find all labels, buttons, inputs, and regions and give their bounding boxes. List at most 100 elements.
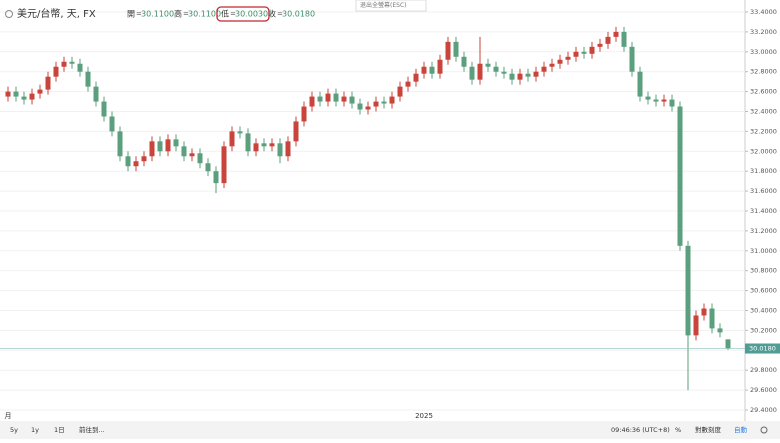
candle-body bbox=[157, 141, 163, 152]
ohlc-label: 開 bbox=[127, 10, 135, 19]
candle-body bbox=[69, 61, 75, 64]
candle-body bbox=[181, 146, 187, 157]
symbol: 美元/台幣, 天, FX bbox=[17, 7, 96, 20]
candle-body bbox=[597, 43, 603, 47]
candle-body bbox=[429, 66, 435, 74]
grid bbox=[0, 11, 745, 411]
candle-body bbox=[413, 73, 419, 82]
candle-body bbox=[229, 131, 235, 147]
candle-body bbox=[197, 153, 203, 164]
candle-body bbox=[701, 308, 707, 316]
candle-body bbox=[325, 93, 331, 102]
candle-body bbox=[317, 96, 323, 102]
candle-body bbox=[557, 59, 563, 64]
candle-body bbox=[205, 163, 211, 172]
ohlc-eq: = bbox=[136, 10, 142, 18]
candle-body bbox=[53, 66, 59, 77]
candle-body bbox=[397, 86, 403, 97]
candle-body bbox=[549, 63, 555, 67]
y-tick-label: 32.2000 bbox=[750, 127, 777, 135]
highlight-box bbox=[216, 6, 270, 22]
candle-body bbox=[493, 66, 499, 72]
y-tick-label: 33.2000 bbox=[750, 28, 777, 36]
candle-body bbox=[365, 106, 371, 110]
ohlc-label: 高 bbox=[174, 9, 182, 19]
candle-body bbox=[381, 101, 387, 104]
axes: 29.400029.600029.800030.000030.200030.40… bbox=[0, 8, 780, 420]
candle-body bbox=[357, 103, 363, 110]
candle-body bbox=[85, 71, 91, 87]
timeframe-button[interactable]: 1日 bbox=[54, 426, 65, 434]
candle-body bbox=[517, 73, 523, 80]
candle-body bbox=[461, 56, 467, 67]
y-tick-label: 31.4000 bbox=[750, 207, 777, 215]
ohlc-value: 30.0030 bbox=[235, 10, 268, 19]
y-tick-label: 31.6000 bbox=[750, 187, 777, 195]
y-tick-label: 30.2000 bbox=[750, 326, 777, 334]
y-tick-label: 33.4000 bbox=[750, 8, 777, 16]
last-price-label: 30.0180 bbox=[749, 345, 776, 353]
candle-body bbox=[29, 93, 35, 100]
candle-body bbox=[101, 101, 107, 117]
candle-body bbox=[389, 96, 395, 104]
ohlc-value: 30.0180 bbox=[282, 10, 315, 19]
candle-body bbox=[285, 141, 291, 157]
goto-button[interactable]: 前往到... bbox=[79, 425, 105, 434]
candle-body bbox=[349, 96, 355, 104]
candle-body bbox=[725, 339, 731, 349]
candle-body bbox=[165, 139, 171, 152]
candle-body bbox=[141, 156, 147, 162]
timeframe-button[interactable]: 5y bbox=[10, 426, 18, 434]
candle-body bbox=[717, 328, 723, 333]
candle-body bbox=[333, 93, 339, 102]
candle-body bbox=[13, 91, 19, 97]
collapse-icon[interactable] bbox=[5, 10, 13, 18]
y-tick-label: 33.0000 bbox=[750, 48, 777, 56]
candle-body bbox=[109, 116, 115, 132]
tooltip-box bbox=[355, 0, 427, 12]
clock: 09:46:36 (UTC+8) bbox=[611, 426, 670, 434]
toolbar-items: 5y 1y 1日 前往到... 09:46:36 (UTC+8)% 對數刻度 自動 bbox=[10, 425, 768, 434]
candle-body bbox=[613, 31, 619, 37]
candle-body bbox=[213, 171, 219, 184]
timeframe-button[interactable]: 1y bbox=[31, 426, 39, 434]
candle-body bbox=[629, 46, 635, 72]
scale-option[interactable]: % bbox=[675, 426, 681, 434]
candle-body bbox=[117, 131, 123, 157]
candle-body bbox=[5, 91, 11, 97]
y-tick-label: 31.0000 bbox=[750, 247, 777, 255]
candle-body bbox=[269, 143, 275, 147]
candle-body bbox=[645, 96, 651, 100]
candle-body bbox=[621, 31, 627, 47]
candle-body bbox=[373, 101, 379, 107]
candle-body bbox=[93, 86, 99, 102]
candle-body bbox=[277, 143, 283, 157]
candle-body bbox=[525, 73, 531, 77]
candle-body bbox=[581, 51, 587, 54]
candle-body bbox=[453, 41, 459, 57]
y-tick-label: 29.8000 bbox=[750, 366, 777, 374]
ohlc-label: 收 bbox=[268, 9, 276, 19]
scale-option[interactable]: 對數刻度 bbox=[695, 425, 722, 434]
y-tick-label: 32.0000 bbox=[750, 147, 777, 155]
candle-body bbox=[189, 153, 195, 157]
candle-body bbox=[709, 308, 715, 329]
scale-option[interactable]: 自動 bbox=[734, 425, 748, 434]
tooltip: 退出全螢幕(ESC) bbox=[360, 1, 406, 9]
y-tick-label: 29.4000 bbox=[750, 406, 777, 414]
candle-body bbox=[61, 61, 67, 67]
y-tick-label: 30.4000 bbox=[750, 307, 777, 315]
candle-body bbox=[293, 121, 299, 142]
candle-body bbox=[309, 96, 315, 107]
y-tick-label: 32.8000 bbox=[750, 68, 777, 76]
candle-body bbox=[37, 89, 43, 94]
settings-icon[interactable] bbox=[760, 426, 768, 434]
candle-body bbox=[21, 96, 27, 100]
candle-body bbox=[253, 143, 259, 152]
candle-body bbox=[173, 139, 179, 147]
candle-body bbox=[589, 46, 595, 54]
candle-body bbox=[533, 71, 539, 77]
candle-body bbox=[437, 59, 443, 74]
